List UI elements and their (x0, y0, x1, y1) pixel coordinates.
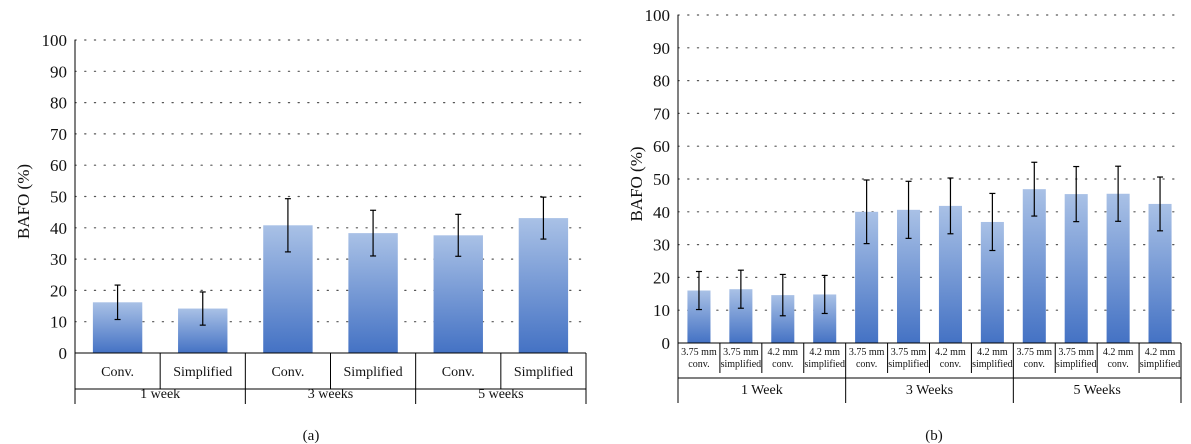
x-tick-label: Simplified (173, 365, 232, 380)
y-tick-label: 100 (645, 6, 671, 25)
x-tick-label: conv. (1107, 359, 1128, 370)
y-tick-label: 10 (653, 301, 670, 320)
x-tick-label: 3.75 mm (1058, 347, 1094, 358)
x-tick-label: 3.75 mm (723, 347, 759, 358)
x-tick-label: conv. (772, 359, 793, 370)
y-tick-label: 40 (653, 203, 670, 222)
y-tick-label: 0 (662, 334, 671, 353)
x-tick-label: 3.75 mm (681, 347, 717, 358)
chart-panel-1: 0 10 20 30 40 50 60 70 80 90 100 Conv. Simplified Con… (14, 31, 587, 444)
y-tick-label: 0 (59, 344, 68, 363)
x-tick-label: 4.2 mm (977, 347, 1008, 358)
x-tick-label: conv. (940, 359, 961, 370)
y-tick-label: 80 (50, 94, 67, 113)
x-tick-label: conv. (1024, 359, 1045, 370)
group-label: 1 week (140, 387, 180, 402)
x-tick-label: conv. (688, 359, 709, 370)
panel-caption: (a) (303, 428, 320, 444)
x-tick-label: Conv. (442, 365, 475, 380)
x-tick-label: 3.75 mm (849, 347, 885, 358)
bar (855, 211, 879, 343)
y-tick-label: 10 (50, 313, 67, 332)
y-tick-label: 50 (50, 188, 67, 207)
bar (897, 209, 921, 343)
y-tick-label: 60 (50, 156, 67, 175)
y-tick-label: 90 (653, 39, 670, 58)
x-tick-label: simplified (804, 359, 845, 370)
x-tick-label: simplified (972, 359, 1013, 370)
x-tick-label: 4.2 mm (935, 347, 966, 358)
group-label: 3 Weeks (906, 383, 953, 398)
bar (813, 294, 837, 343)
y-tick-label: 80 (653, 72, 670, 91)
x-tick-label: 4.2 mm (1145, 347, 1176, 358)
bar (938, 205, 962, 343)
y-tick-label: 100 (42, 31, 68, 50)
x-tick-label: simplified (1140, 359, 1181, 370)
y-tick-label: 50 (653, 170, 670, 189)
y-tick-label: 70 (50, 125, 67, 144)
bar (687, 290, 711, 343)
x-tick-label: Simplified (514, 365, 573, 380)
group-label: 1 Week (741, 383, 783, 398)
y-tick-label: 20 (50, 281, 67, 300)
bar (1106, 193, 1130, 343)
x-tick-label: conv. (856, 359, 877, 370)
y-tick-label: 30 (653, 236, 670, 255)
y-tick-label: 20 (653, 268, 670, 287)
x-tick-label: 4.2 mm (768, 347, 799, 358)
x-tick-label: Conv. (271, 365, 304, 380)
x-tick-label: 3.75 mm (891, 347, 927, 358)
bar (1022, 189, 1046, 343)
group-label: 3 weeks (308, 387, 354, 402)
bar (518, 218, 569, 353)
y-axis-label: BAFO (%) (627, 146, 646, 221)
x-tick-label: Simplified (344, 365, 403, 380)
bar (729, 289, 753, 343)
x-tick-label: 4.2 mm (1103, 347, 1134, 358)
x-tick-label: simplified (1056, 359, 1097, 370)
group-label: 5 weeks (478, 387, 524, 402)
y-tick-label: 60 (653, 137, 670, 156)
bar (1064, 194, 1088, 343)
panel-caption: (b) (925, 428, 943, 444)
x-tick-label: simplified (721, 359, 762, 370)
x-tick-label: 4.2 mm (809, 347, 840, 358)
y-axis-label: BAFO (%) (14, 164, 33, 239)
bar (771, 295, 795, 343)
group-label: 5 Weeks (1074, 383, 1121, 398)
y-tick-label: 30 (50, 250, 67, 269)
bar (980, 221, 1004, 343)
x-tick-label: 3.75 mm (1017, 347, 1053, 358)
y-tick-label: 70 (653, 104, 670, 123)
x-tick-label: simplified (888, 359, 929, 370)
bar (1148, 203, 1172, 343)
x-tick-label: Conv. (101, 365, 134, 380)
y-tick-label: 90 (50, 62, 67, 81)
y-tick-label: 40 (50, 219, 67, 238)
